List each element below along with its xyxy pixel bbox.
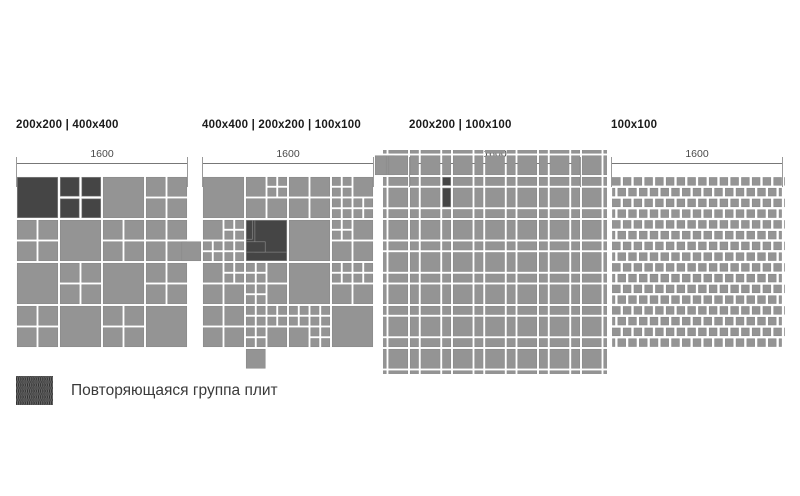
dimension-1600: 1600	[611, 148, 783, 187]
dimension-extension-line	[580, 157, 581, 187]
dimension-extension-line	[409, 157, 410, 187]
tile-pattern-panel-4: 100x100 1600	[611, 118, 783, 187]
panel-title: 400x400 | 200x200 | 100x100	[202, 119, 361, 131]
dimension-1600: 1600	[16, 148, 188, 187]
dimension-label: 1600	[685, 148, 709, 160]
tile-pattern-panel-1: 200x200 | 400x400 1600	[16, 118, 188, 187]
dimension-label: 1600	[276, 148, 300, 160]
legend: Повторяющаяся группа плит	[16, 376, 278, 405]
tile-pattern-4	[612, 177, 785, 347]
dimension-extension-line	[782, 157, 783, 187]
tile-pattern-panel-3: 200x200 | 100x100 1600	[409, 118, 581, 187]
dimension-extension-line	[373, 157, 374, 187]
hatched-tile-swatch	[16, 376, 53, 405]
dimension-line	[16, 163, 188, 164]
panel-title: 100x100	[611, 119, 658, 131]
tile-pattern-3	[383, 150, 607, 374]
panel-title: 200x200 | 400x400	[16, 119, 119, 131]
tile-pattern-2	[181, 155, 395, 369]
dimension-extension-line	[16, 157, 17, 187]
dimension-1600: 1600	[202, 148, 374, 187]
dimension-extension-line	[202, 157, 203, 187]
tile-pattern-1	[16, 176, 188, 348]
dimension-line	[611, 163, 783, 164]
dimension-extension-line	[611, 157, 612, 187]
dimension-line	[202, 163, 374, 164]
dimension-label: 1600	[90, 148, 114, 160]
legend-label: Повторяющаяся группа плит	[71, 381, 278, 399]
tile-pattern-panel-2: 400x400 | 200x200 | 100x100 1600	[202, 118, 374, 187]
panel-title: 200x200 | 100x100	[409, 119, 512, 131]
dimension-extension-line	[187, 157, 188, 187]
